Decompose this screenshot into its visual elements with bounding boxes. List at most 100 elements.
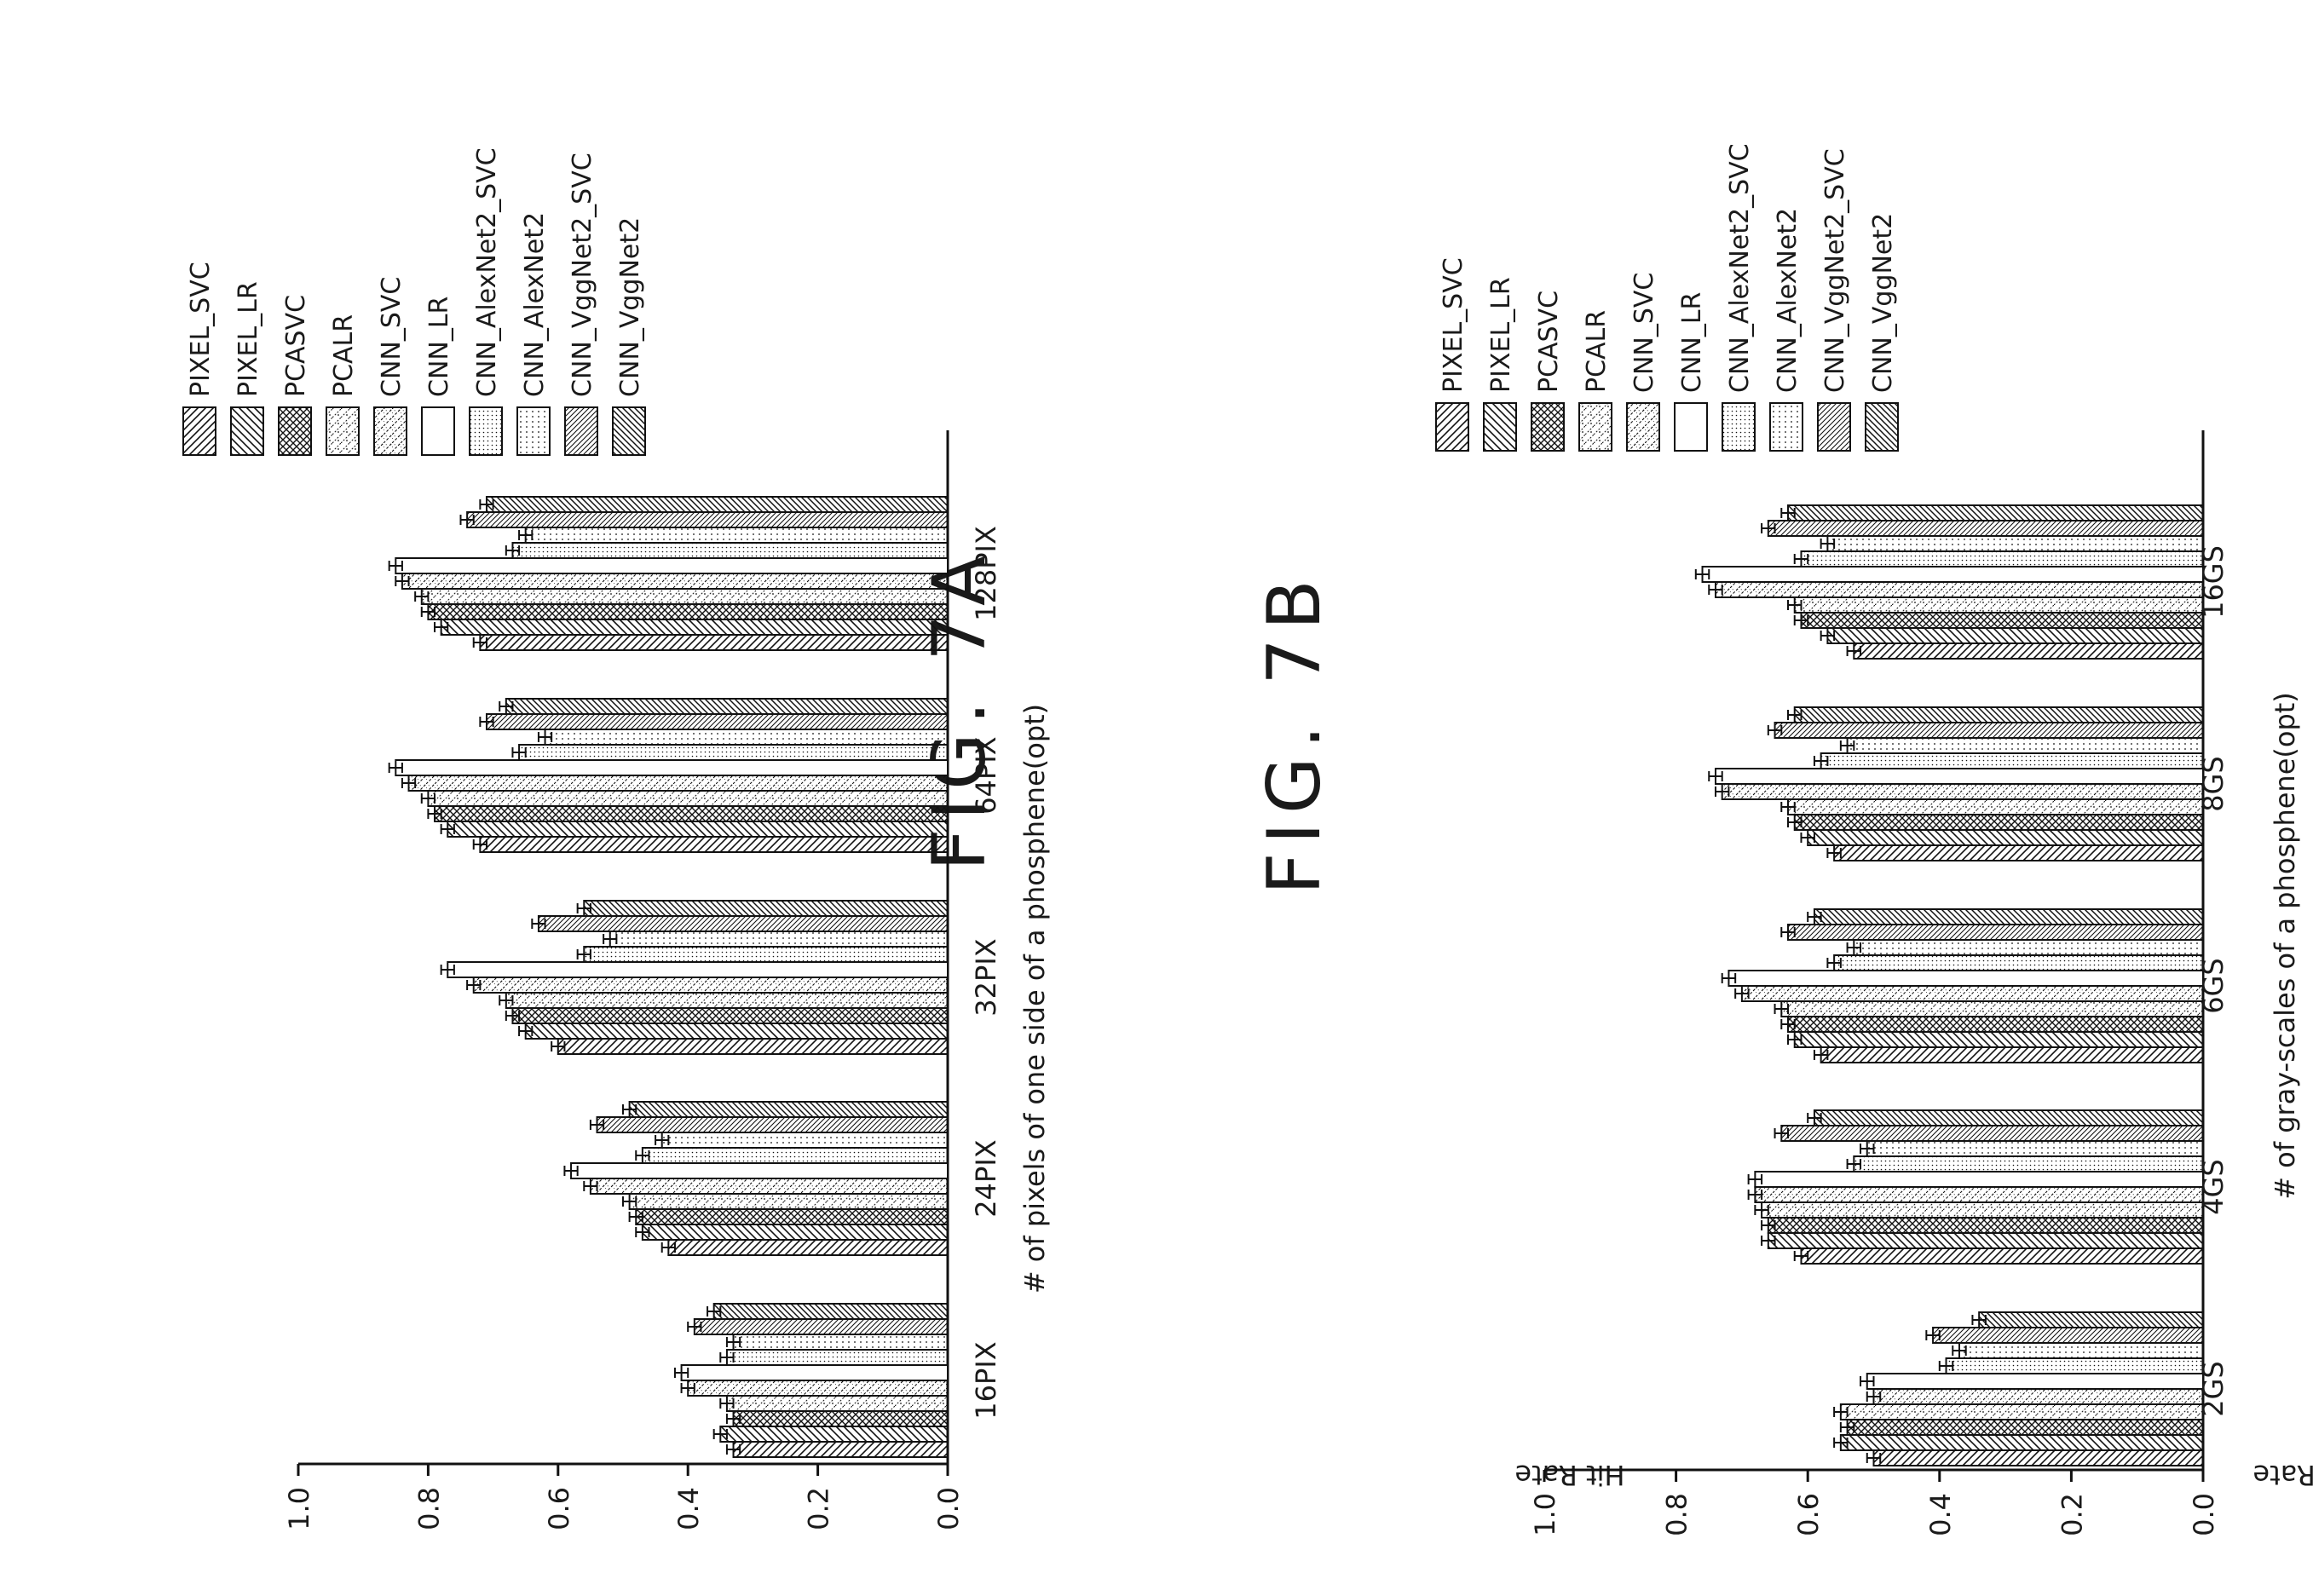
legend-swatch bbox=[278, 406, 312, 456]
legend-label: CNN_VggNet2 bbox=[1868, 213, 1898, 393]
value-tick-label: 0.2 bbox=[2056, 1493, 2088, 1536]
bar bbox=[524, 527, 949, 544]
plot-area: 0.0 0.2 0.4 0.6 0.8 1.0 16PIX 24PIX 32PIX 64PIX 12… bbox=[182, 147, 1002, 1530]
bar bbox=[1780, 1000, 2205, 1017]
bar bbox=[1853, 1155, 2205, 1173]
bar bbox=[719, 1426, 949, 1443]
legend-label: CNN_AlexNet2 bbox=[1773, 208, 1803, 393]
bar bbox=[725, 1349, 949, 1366]
bar bbox=[583, 900, 949, 917]
legend-swatch bbox=[612, 406, 646, 456]
bar bbox=[1728, 970, 2204, 987]
bar bbox=[434, 805, 949, 822]
bar bbox=[641, 1224, 949, 1241]
bar bbox=[1787, 504, 2204, 521]
bar bbox=[466, 511, 949, 528]
legend-label: CNN_SVC bbox=[377, 277, 407, 397]
legend-label: PCASVC bbox=[281, 295, 311, 397]
bar bbox=[1846, 737, 2205, 754]
bar bbox=[395, 759, 949, 776]
legend-swatch bbox=[1435, 402, 1469, 452]
bar bbox=[1800, 612, 2204, 629]
bar bbox=[667, 1239, 949, 1256]
bar bbox=[1793, 596, 2204, 614]
bar bbox=[1714, 581, 2204, 598]
value-tick-label: 1.0 bbox=[283, 1487, 315, 1530]
bar bbox=[479, 634, 949, 651]
bar bbox=[1787, 1016, 2204, 1033]
value-tick-label: 0.4 bbox=[1924, 1493, 1957, 1536]
bar bbox=[1767, 520, 2205, 537]
bar bbox=[596, 1116, 949, 1133]
bar bbox=[1866, 1373, 2205, 1390]
legend-label: PIXEL_SVC bbox=[186, 262, 216, 397]
bar bbox=[420, 588, 949, 605]
bar bbox=[1958, 1342, 2204, 1359]
bar bbox=[712, 1303, 949, 1320]
bar bbox=[1932, 1327, 2205, 1344]
bar bbox=[1800, 1247, 2204, 1265]
value-tick-label: 0.8 bbox=[412, 1487, 445, 1530]
legend-label: PIXEL_SVC bbox=[1439, 257, 1468, 393]
category-label: 16GS bbox=[2197, 545, 2229, 619]
bar bbox=[687, 1380, 949, 1397]
bar bbox=[1853, 642, 2205, 660]
legend-swatch bbox=[1865, 402, 1899, 452]
bar bbox=[1754, 1186, 2205, 1203]
bar bbox=[1754, 1171, 2205, 1188]
bar bbox=[395, 557, 949, 574]
legend-label: CNN_AlexNet2_SVC bbox=[1725, 143, 1755, 393]
value-tick-label: 0.0 bbox=[2188, 1493, 2220, 1536]
bar bbox=[641, 1147, 949, 1164]
bar bbox=[485, 713, 949, 730]
bar bbox=[1820, 752, 2204, 769]
bar bbox=[1767, 1217, 2205, 1234]
bar bbox=[427, 790, 949, 807]
bar bbox=[1866, 1140, 2205, 1157]
value-tick-label: 1.0 bbox=[1529, 1493, 1561, 1536]
legend-swatch bbox=[1722, 402, 1756, 452]
legend-swatch bbox=[326, 406, 360, 456]
bar bbox=[447, 961, 949, 978]
category-label: 6GS bbox=[2197, 958, 2229, 1013]
bar bbox=[732, 1441, 949, 1458]
bar bbox=[1767, 1232, 2205, 1249]
bar bbox=[1839, 1403, 2205, 1420]
bar bbox=[680, 1364, 949, 1381]
legend-swatch bbox=[230, 406, 264, 456]
value-tick-label: 0.2 bbox=[803, 1487, 835, 1530]
bar bbox=[628, 1101, 949, 1118]
bar bbox=[1761, 1201, 2205, 1219]
value-tick-label: 0.6 bbox=[543, 1487, 575, 1530]
bar bbox=[518, 744, 949, 761]
bar bbox=[1833, 844, 2205, 861]
bar bbox=[1714, 768, 2204, 785]
bar bbox=[732, 1410, 949, 1427]
legend-swatch bbox=[1578, 402, 1612, 452]
bar bbox=[1701, 566, 2204, 583]
category-label: 16PIX bbox=[970, 1341, 1002, 1419]
bar bbox=[427, 603, 949, 620]
x-axis-label: # of pixels of one side of a phosphene(o… bbox=[1018, 704, 1051, 1294]
bar bbox=[628, 1193, 949, 1210]
bar bbox=[1793, 706, 2204, 723]
bar bbox=[1846, 1419, 2205, 1436]
legend-label: CNN_AlexNet2 bbox=[520, 212, 550, 397]
bar bbox=[1820, 1046, 2204, 1063]
value-tick-label: 0.6 bbox=[1792, 1493, 1825, 1536]
legend-swatch bbox=[373, 406, 407, 456]
legend-swatch bbox=[1531, 402, 1565, 452]
legend-label: CNN_AlexNet2_SVC bbox=[472, 147, 502, 397]
bar bbox=[1787, 924, 2204, 941]
bar bbox=[544, 729, 949, 746]
bar bbox=[537, 915, 949, 932]
bar bbox=[693, 1318, 949, 1335]
category-label: 24PIX bbox=[970, 1139, 1002, 1217]
legend-swatch bbox=[564, 406, 598, 456]
legend-label: CNN_LR bbox=[1677, 292, 1707, 393]
legend-swatch bbox=[1817, 402, 1851, 452]
legend-label: PCASVC bbox=[1534, 291, 1564, 393]
figure-title: FIG. 7B bbox=[1252, 571, 1337, 895]
bar bbox=[511, 542, 949, 559]
